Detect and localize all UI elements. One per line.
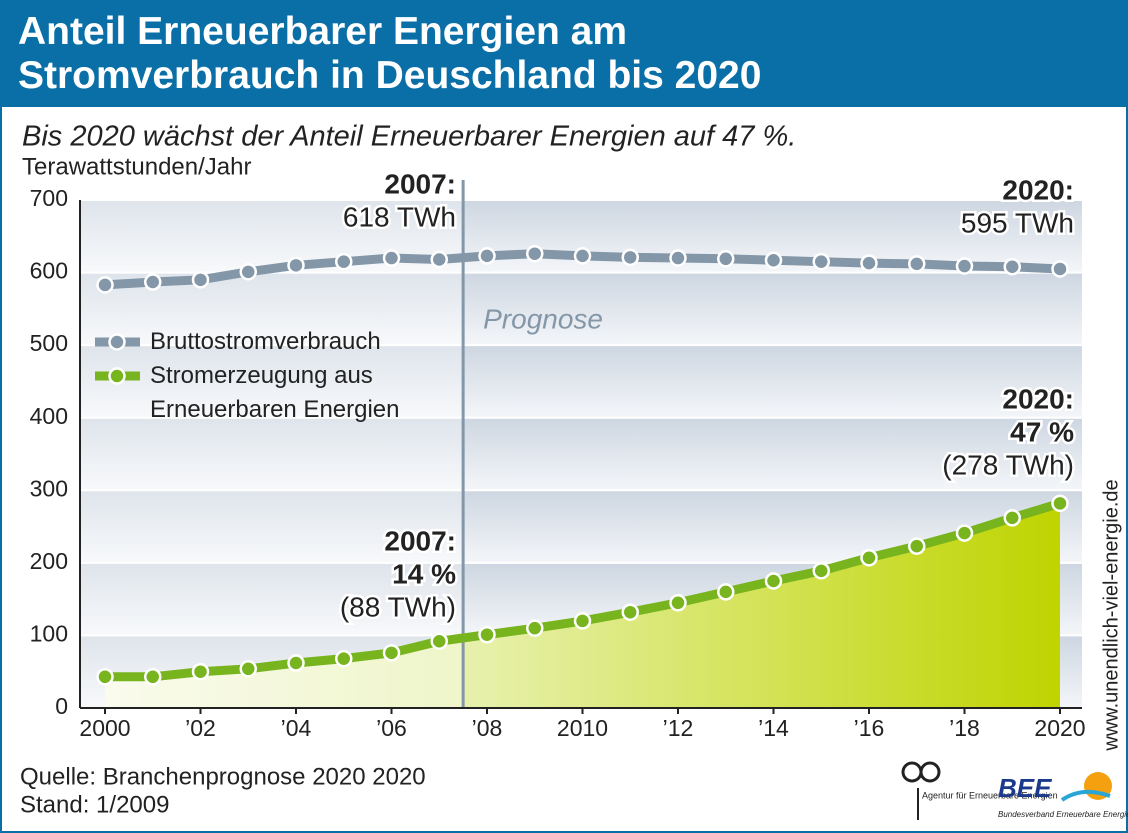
data-point <box>526 244 544 263</box>
data-point <box>1051 494 1069 513</box>
data-point <box>430 632 448 650</box>
chart-title: Anteil Erneuerbarer Energien am Stromver… <box>18 10 762 97</box>
logo-bee: BEE Bundesverband Erneuerbare Energie e.… <box>998 772 1128 819</box>
x-tick-label: ’14 <box>758 715 789 741</box>
annotation: 14 % <box>392 558 456 589</box>
subtitle: Bis 2020 wächst der Anteil Erneuerbarer … <box>22 121 796 153</box>
data-point <box>335 649 353 668</box>
x-tick-label: 2010 <box>557 715 608 741</box>
data-point <box>382 249 401 267</box>
date: Stand: 1/2009 <box>20 791 169 818</box>
plot-band <box>80 417 1082 491</box>
annotation: 618 TWh <box>343 201 456 232</box>
y-tick-label: 400 <box>30 403 68 429</box>
y-tick-label: 500 <box>30 330 68 356</box>
data-point <box>717 583 735 601</box>
data-point <box>478 247 496 265</box>
annotation: (278 TWh) <box>942 449 1074 480</box>
y-tick-label: 100 <box>30 621 68 647</box>
annotation: 47 % <box>1010 416 1074 447</box>
plot-band <box>80 345 1082 418</box>
data-point <box>955 524 974 542</box>
data-point <box>669 249 687 267</box>
legend: Bruttostromverbrauch Stromerzeugung aus E… <box>150 325 430 427</box>
area-fill <box>105 503 1060 708</box>
legend-dot <box>108 367 126 385</box>
data-point <box>1003 258 1021 276</box>
data-point <box>621 603 639 621</box>
annotation: 595 TWh <box>961 207 1074 238</box>
data-point <box>478 625 496 644</box>
x-tick-label: ’16 <box>854 715 885 741</box>
y-tick-label: 200 <box>30 548 68 574</box>
data-point <box>191 271 210 289</box>
plot: 0 100 200 300 400 500 600 700 Prognose 2000 ’02 ’04… <box>30 166 1086 741</box>
legend-dot <box>108 333 126 351</box>
y-tick-label: 700 <box>30 185 68 211</box>
logo-bee-full: Bundesverband Erneuerbare Energie e.V. <box>998 810 1128 819</box>
logo-aee: Agentur für Erneuerbare Energien <box>901 761 1058 820</box>
annotation: 2007: <box>384 168 456 199</box>
data-point <box>812 562 830 580</box>
x-tick-label: ’18 <box>949 715 980 741</box>
annotation: 2020: <box>1002 174 1074 205</box>
data-point <box>430 250 448 269</box>
header <box>1 1 1127 107</box>
annotation: (88 TWh) <box>340 591 456 622</box>
website: www.unendlich-viel-energie.de <box>1100 479 1122 751</box>
data-point <box>764 572 783 590</box>
data-point <box>717 250 735 268</box>
history-shade <box>80 200 464 708</box>
data-point <box>1051 260 1069 278</box>
annotation: 2007: <box>384 525 456 556</box>
data-point <box>191 662 210 681</box>
data-point <box>526 619 544 637</box>
data-point <box>669 594 687 612</box>
data-point <box>144 668 162 686</box>
data-point <box>621 248 639 267</box>
x-tick-label: ’06 <box>376 715 407 741</box>
logo-aee-text: Agentur für Erneuerbare Energien <box>922 790 1058 800</box>
legend-entry: Bruttostromverbrauch <box>150 328 381 355</box>
data-point <box>908 537 926 555</box>
data-point <box>860 254 878 272</box>
legend-entry: Stromerzeugung aus Erneuerbaren Energien <box>150 362 400 423</box>
x-tick-label: ’12 <box>663 715 694 741</box>
data-point <box>573 612 592 630</box>
data-point <box>1003 509 1021 527</box>
x-tick-label: 2000 <box>79 715 130 741</box>
y-tick-label: 0 <box>55 693 68 719</box>
data-point <box>335 252 353 271</box>
data-point <box>239 660 257 678</box>
y-tick-label: 300 <box>30 475 68 501</box>
data-point <box>239 263 257 281</box>
y-tick-label: 600 <box>30 258 68 284</box>
data-point <box>860 549 878 567</box>
y-axis-label: Terawattstunden/Jahr <box>22 153 251 180</box>
data-point <box>573 247 592 265</box>
forecast-label: Prognose <box>483 303 603 334</box>
x-tick-label: ’02 <box>185 715 216 741</box>
data-point <box>764 251 783 269</box>
annotation: 2020: <box>1002 383 1074 414</box>
data-point <box>144 273 162 291</box>
data-point <box>908 255 926 273</box>
plot-band <box>80 272 1082 346</box>
data-point <box>812 252 830 271</box>
data-point <box>96 276 114 294</box>
logo-bee-text: BEE <box>998 773 1052 803</box>
x-tick-label: 2020 <box>1034 715 1085 741</box>
x-tick-label: ’04 <box>281 715 312 741</box>
source: Quelle: Branchenprognose 2020 2020 <box>20 763 426 790</box>
data-point <box>382 644 401 662</box>
data-point <box>287 256 305 275</box>
data-point <box>955 257 974 275</box>
data-point <box>287 654 305 672</box>
x-tick-label: ’08 <box>472 715 503 741</box>
data-point <box>96 668 114 686</box>
